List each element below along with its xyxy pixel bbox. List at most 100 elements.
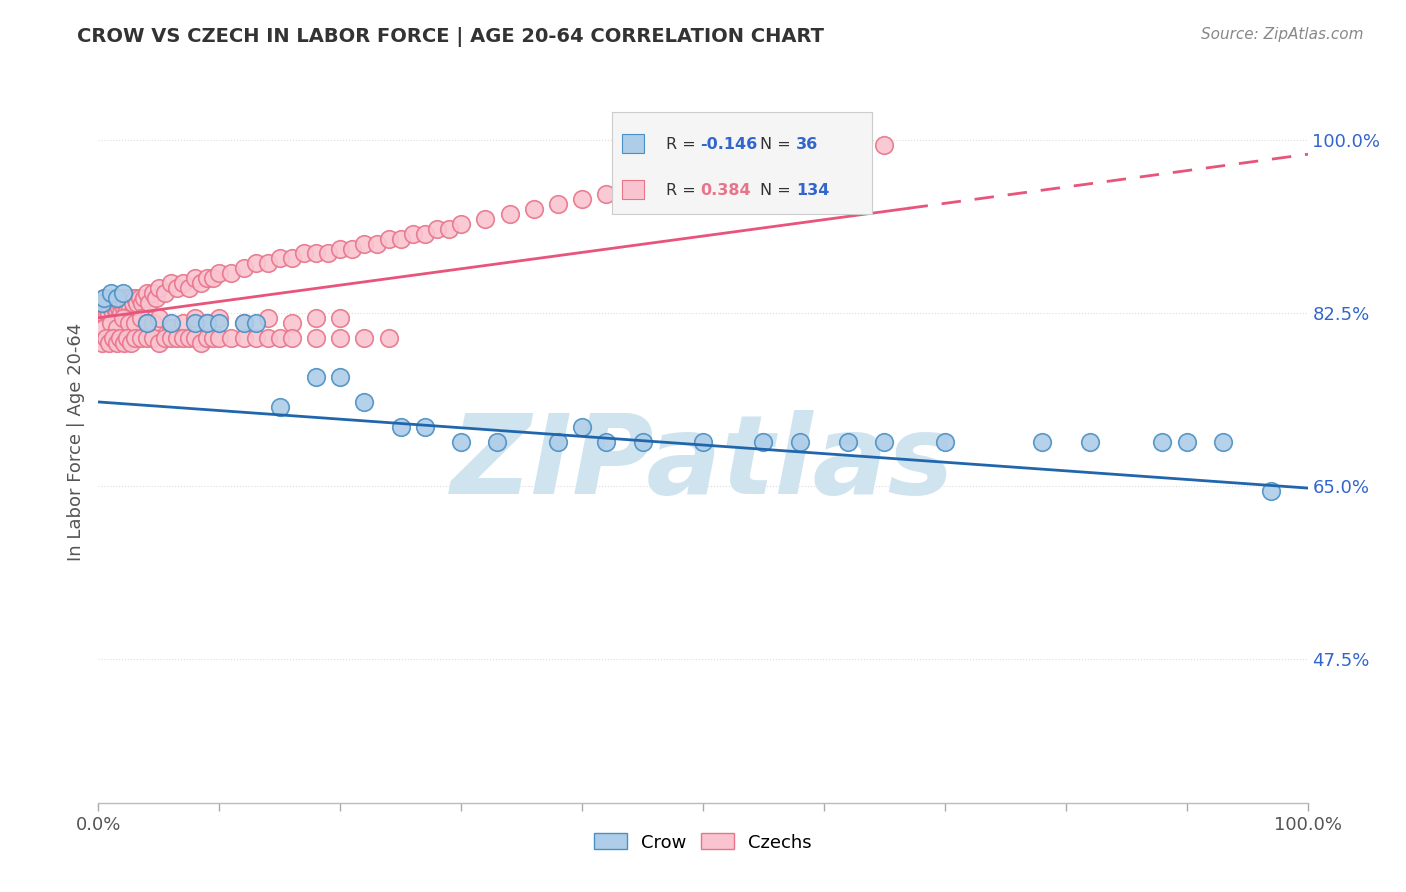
Czechs [121,306,143,320]
Czechs [208,330,231,344]
Czechs [107,291,129,305]
Czechs [128,291,150,305]
Czechs [413,227,436,241]
Text: Source: ZipAtlas.com: Source: ZipAtlas.com [1201,27,1364,42]
Crow [389,419,412,434]
Czechs [129,310,152,325]
Text: 0.384: 0.384 [700,183,751,198]
Czechs [668,172,690,186]
Czechs [547,197,569,211]
Legend: Crow, Czechs: Crow, Czechs [588,826,818,859]
Crow [413,419,436,434]
Czechs [184,310,207,325]
Czechs [172,330,194,344]
Czechs [190,276,212,290]
Czechs [122,296,145,310]
Czechs [120,335,142,350]
Czechs [389,232,412,246]
Czechs [305,246,328,260]
Czechs [117,291,139,305]
Crow [1175,434,1198,449]
Czechs [256,256,278,270]
Czechs [100,316,122,330]
Czechs [195,271,218,285]
Crow [692,434,714,449]
Crow [232,316,254,330]
Czechs [153,286,176,301]
Czechs [184,271,207,285]
Crow [752,434,775,449]
Czechs [329,242,352,256]
Czechs [100,301,122,315]
Czechs [498,207,520,221]
Czechs [329,330,352,344]
Czechs [160,276,183,290]
Czechs [142,286,165,301]
Crow [195,316,218,330]
Crow [450,434,472,449]
Czechs [135,330,157,344]
Crow [329,370,352,384]
Czechs [269,330,291,344]
Text: -0.146: -0.146 [700,136,758,152]
Crow [305,370,328,384]
Czechs [221,330,243,344]
Czechs [124,316,146,330]
Czechs [104,301,127,315]
Czechs [105,306,128,320]
Czechs [305,330,328,344]
Czechs [93,291,115,305]
Czechs [474,211,496,226]
Czechs [112,301,135,315]
Czechs [96,306,118,320]
Y-axis label: In Labor Force | Age 20-64: In Labor Force | Age 20-64 [66,322,84,561]
Czechs [94,330,117,344]
Czechs [172,276,194,290]
Czechs [208,266,231,280]
Crow [486,434,509,449]
Czechs [108,296,131,310]
Crow [100,286,122,301]
Czechs [873,137,896,152]
Czechs [110,306,132,320]
Czechs [94,301,117,315]
Text: N =: N = [759,136,796,152]
Czechs [124,291,146,305]
Czechs [115,306,138,320]
Czechs [179,281,201,295]
Czechs [195,316,218,330]
Czechs [103,296,125,310]
Czechs [135,286,157,301]
Czechs [142,330,165,344]
Czechs [329,310,352,325]
Crow [837,434,859,449]
Czechs [195,330,218,344]
Czechs [98,306,121,320]
Czechs [100,291,122,305]
Czechs [135,316,157,330]
Crow [111,286,134,301]
Crow [1212,434,1234,449]
Czechs [232,261,254,276]
Czechs [134,291,156,305]
Czechs [595,187,617,202]
Czechs [256,330,278,344]
Czechs [353,330,375,344]
Text: CROW VS CZECH IN LABOR FORCE | AGE 20-64 CORRELATION CHART: CROW VS CZECH IN LABOR FORCE | AGE 20-64… [77,27,824,46]
Czechs [118,296,141,310]
Czechs [292,246,315,260]
Crow [873,434,896,449]
Czechs [105,335,128,350]
Czechs [142,316,165,330]
Czechs [160,330,183,344]
Czechs [117,330,139,344]
Czechs [523,202,546,216]
Crow [595,434,617,449]
Text: ZIPatlas: ZIPatlas [451,409,955,516]
Czechs [202,271,225,285]
Bar [621,134,644,153]
Czechs [111,291,134,305]
Czechs [245,256,267,270]
Czechs [426,221,449,235]
Czechs [101,330,124,344]
